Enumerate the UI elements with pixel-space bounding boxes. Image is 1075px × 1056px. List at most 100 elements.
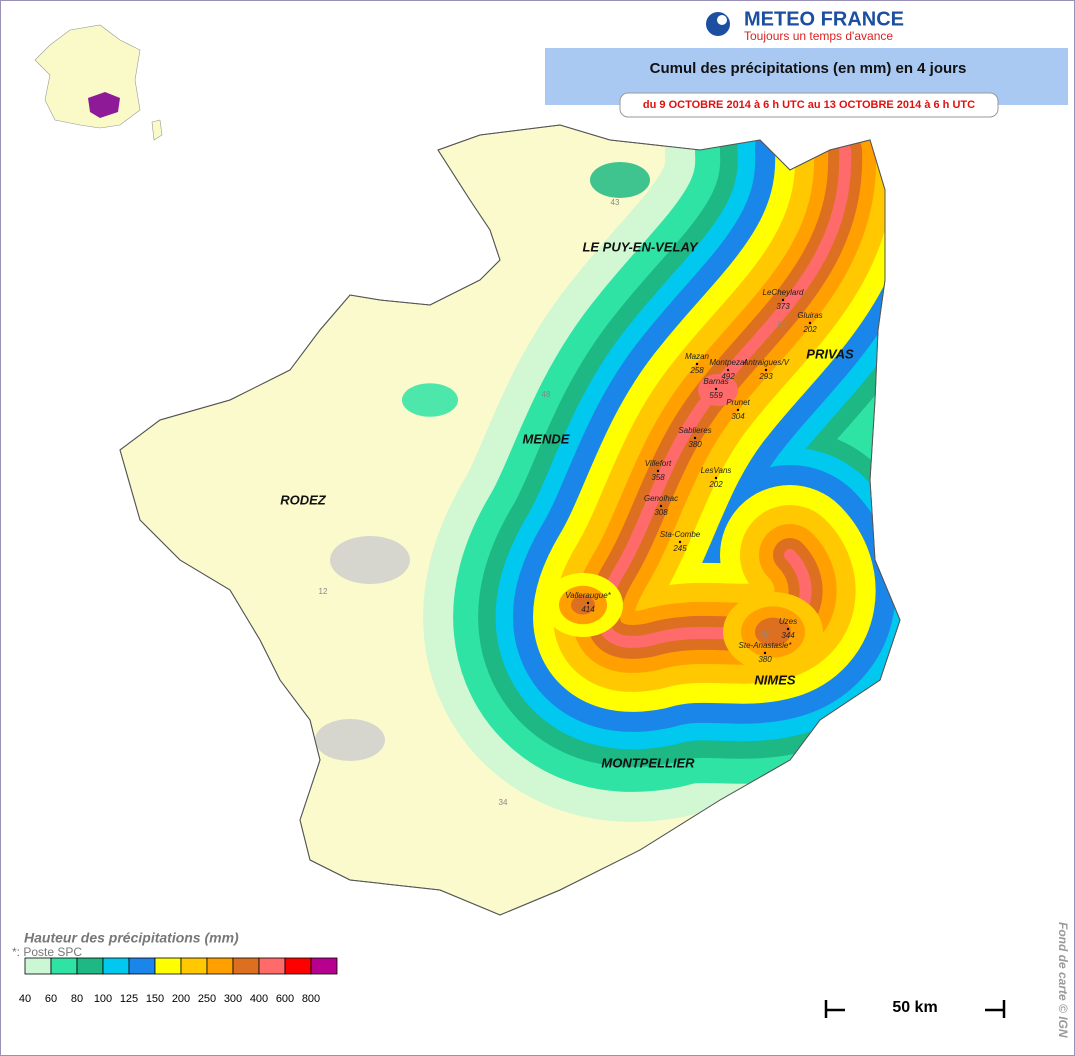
legend-label: 100 — [94, 993, 112, 1005]
legend-label: 80 — [71, 993, 83, 1005]
station-dot — [659, 504, 663, 508]
station-name: LeCheylard — [763, 288, 804, 297]
map-patch — [590, 162, 650, 198]
legend-label: 250 — [198, 993, 216, 1005]
city-label: NIMES — [754, 672, 796, 687]
station-name: Genolhac — [644, 494, 678, 503]
legend-swatch — [206, 957, 234, 975]
legend-swatch — [180, 957, 208, 975]
station-name: Barnas — [703, 377, 728, 386]
legend-label: 150 — [146, 993, 164, 1005]
legend-label: 300 — [224, 993, 242, 1005]
station-name: Prunet — [726, 398, 750, 407]
station-value: 373 — [776, 302, 790, 311]
logo: METEO FRANCE Toujours un temps d'avance — [706, 8, 904, 43]
legend-swatch — [24, 957, 52, 975]
station-dot — [781, 298, 785, 302]
station-name: Mazan — [685, 352, 710, 361]
legend-swatch — [310, 957, 338, 975]
station-value: 380 — [688, 440, 702, 449]
station-dot — [764, 368, 768, 372]
legend-swatch — [232, 957, 260, 975]
credit: Fond de carte © IGN — [1056, 922, 1070, 1038]
brand: METEO FRANCE — [744, 8, 904, 30]
station-dot — [714, 387, 718, 391]
legend-swatch — [76, 957, 104, 975]
station-dot — [808, 321, 812, 325]
station-name: Uzes — [779, 617, 797, 626]
legend-swatch — [258, 957, 286, 975]
department-number: 48 — [542, 390, 551, 399]
department-number: 34 — [499, 798, 508, 807]
city-label: MENDE — [523, 431, 570, 446]
legend-swatch — [154, 957, 182, 975]
station-value: 258 — [689, 366, 704, 375]
station-dot — [786, 627, 790, 631]
station-value: 358 — [651, 473, 665, 482]
legend-label: 200 — [172, 993, 190, 1005]
station-name: Sta-Combe — [660, 530, 701, 539]
station-value: 304 — [731, 412, 745, 421]
department-number: 43 — [611, 198, 620, 207]
department-number: 30 — [762, 631, 771, 640]
station-value: 202 — [708, 480, 723, 489]
station-dot — [656, 469, 660, 473]
station-name: Antraigues/V — [742, 358, 789, 367]
city-label: MONTPELLIER — [601, 755, 695, 770]
legend-swatch — [102, 957, 130, 975]
station-value: 202 — [802, 325, 817, 334]
station-name: Sablieres — [678, 426, 711, 435]
city-label: PRIVAS — [806, 346, 854, 361]
legend-label: 40 — [19, 993, 31, 1005]
station-dot — [693, 436, 697, 440]
city-label: RODEZ — [280, 492, 327, 507]
legend-label: 800 — [302, 993, 320, 1005]
map-patch — [315, 719, 385, 761]
legend-note: *: Poste SPC — [12, 945, 82, 959]
department-number: 12 — [319, 587, 328, 596]
legend-swatch — [50, 957, 78, 975]
map — [119, 124, 901, 916]
legend-swatch — [284, 957, 312, 975]
title: Cumul des précipitations (en mm) en 4 jo… — [650, 60, 967, 77]
inset-france — [34, 24, 163, 141]
legend-title: Hauteur des précipitations (mm) — [24, 930, 239, 946]
legend: 40 60 80 100 125 150 200 250 300 400 600 800 — [19, 957, 338, 1005]
legend-label: 60 — [45, 993, 57, 1005]
scale-label: 50 km — [892, 999, 937, 1016]
station-name: Villefort — [645, 459, 672, 468]
department-number: 07 — [778, 320, 787, 329]
station-dot — [678, 540, 682, 544]
period-box — [619, 92, 999, 118]
legend-label: 125 — [120, 993, 138, 1005]
station-dot — [586, 601, 590, 605]
legend-label: 600 — [276, 993, 294, 1005]
station-name: Montpezat — [709, 358, 747, 367]
map-patch — [330, 536, 410, 584]
station-value: 414 — [581, 605, 595, 614]
station-dot — [695, 362, 699, 366]
period: du 9 OCTOBRE 2014 à 6 h UTC au 13 OCTOBR… — [643, 99, 975, 111]
tagline: Toujours un temps d'avance — [744, 29, 893, 43]
station-value: 380 — [758, 655, 772, 664]
station-name: Ste-Anastasie* — [739, 641, 793, 650]
station-dot — [714, 476, 718, 480]
rain-cell — [755, 617, 791, 647]
station-dot — [763, 651, 767, 655]
station-value: 344 — [781, 631, 795, 640]
legend-swatch — [128, 957, 156, 975]
rain-cell — [571, 595, 595, 615]
station-dot — [726, 368, 730, 372]
station-value: 308 — [654, 508, 668, 517]
scale-bar — [824, 1000, 1006, 1018]
station-name: Valleraugue* — [565, 591, 611, 600]
station-dot — [736, 408, 740, 412]
station-value: 559 — [709, 391, 723, 400]
station-name: LesVans — [701, 466, 732, 475]
station-value: 492 — [721, 372, 735, 381]
legend-label: 400 — [250, 993, 268, 1005]
station-name: Gluiras — [797, 311, 822, 320]
station-value: 245 — [672, 544, 687, 553]
station-value: 293 — [758, 372, 773, 381]
